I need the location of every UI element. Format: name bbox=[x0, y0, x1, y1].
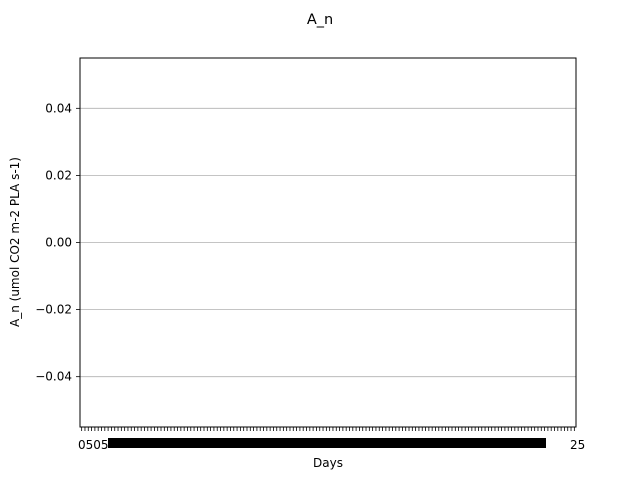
x-axis-label: Days bbox=[313, 456, 343, 470]
y-tick-label: 0.02 bbox=[45, 168, 72, 182]
y-axis: 0.04 0.02 0.00 −0.02 −0.04 bbox=[35, 101, 80, 384]
x-tick-labels-left: 0505 bbox=[78, 438, 109, 452]
y-tick-label: 0.04 bbox=[45, 101, 72, 115]
chart-title: A_n bbox=[307, 12, 333, 28]
x-tick-labels-right: 25 bbox=[570, 438, 585, 452]
y-grid bbox=[80, 107, 576, 378]
y-axis-label: A_n (umol CO2 m-2 PLA s-1) bbox=[8, 157, 22, 327]
x-axis bbox=[81, 427, 575, 448]
overlapping-x-tick-labels bbox=[108, 438, 546, 448]
y-tick-label: 0.00 bbox=[45, 236, 72, 250]
y-tick-label: −0.02 bbox=[35, 303, 72, 317]
y-tick-label: −0.04 bbox=[35, 370, 72, 384]
